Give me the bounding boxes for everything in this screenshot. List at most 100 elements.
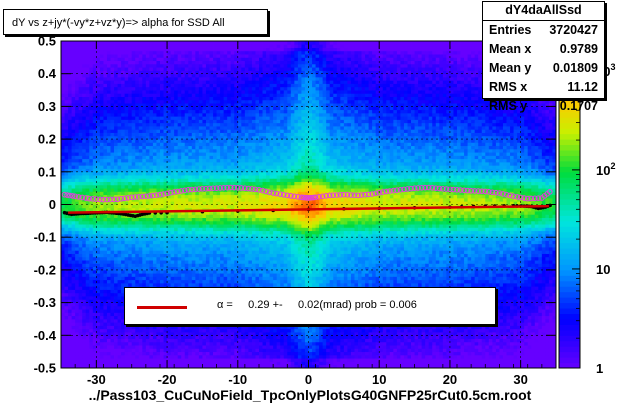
heatmap-cell xyxy=(170,178,175,183)
heatmap-cell xyxy=(78,364,83,369)
heatmap-cell xyxy=(174,83,179,88)
heatmap-cell xyxy=(64,161,69,166)
heatmap-cell xyxy=(156,341,161,346)
heatmap-cell xyxy=(149,67,154,71)
heatmap-cell xyxy=(188,197,193,202)
heatmap-cell xyxy=(124,96,129,101)
heatmap-cell xyxy=(230,139,235,143)
heatmap-cell xyxy=(188,54,193,58)
heatmap-cell xyxy=(117,364,122,369)
heatmap-cell xyxy=(220,93,225,97)
heatmap-cell xyxy=(188,181,193,186)
heatmap-cell xyxy=(131,86,136,91)
heatmap-cell xyxy=(216,214,221,218)
heatmap-cell xyxy=(181,325,186,330)
heatmap-cell xyxy=(96,44,101,48)
heatmap-cell xyxy=(89,188,94,192)
heatmap-cell xyxy=(99,305,104,310)
heatmap-cell xyxy=(142,155,147,160)
heatmap-cell xyxy=(106,220,111,225)
heatmap-cell xyxy=(227,148,232,153)
heatmap-cell xyxy=(216,86,221,91)
heatmap-cell xyxy=(135,171,140,176)
heatmap-cell xyxy=(82,276,87,281)
heatmap-cell xyxy=(163,139,168,143)
heatmap-cell xyxy=(152,44,157,48)
heatmap-cell xyxy=(78,299,83,303)
heatmap-cell xyxy=(68,348,73,353)
heatmap-cell xyxy=(121,322,126,326)
heatmap-cell xyxy=(128,282,133,287)
heatmap-cell xyxy=(85,230,90,235)
heatmap-cell xyxy=(202,348,207,353)
heatmap-cell xyxy=(195,50,200,55)
heatmap-cell xyxy=(198,73,203,78)
heatmap-cell xyxy=(96,96,101,101)
heatmap-cell xyxy=(114,276,118,281)
heatmap-cell xyxy=(170,175,175,179)
heatmap-cell xyxy=(103,220,108,225)
heatmap-cell xyxy=(163,354,168,359)
heatmap-cell xyxy=(89,50,94,55)
heatmap-cell xyxy=(124,361,129,366)
heatmap-cell xyxy=(177,273,182,277)
heatmap-cell xyxy=(209,44,214,48)
heatmap-cell xyxy=(188,348,193,353)
heatmap-cell xyxy=(114,227,118,232)
heatmap-cell xyxy=(163,332,168,336)
heatmap-cell xyxy=(234,273,239,277)
heatmap-cell xyxy=(202,332,207,336)
heatmap-cell xyxy=(99,237,104,241)
heatmap-cell xyxy=(149,57,154,62)
heatmap-cell xyxy=(167,217,172,222)
heatmap-cell xyxy=(167,161,172,166)
heatmap-cell xyxy=(213,175,217,179)
heatmap-cell xyxy=(177,351,182,356)
heatmap-cell xyxy=(174,93,179,97)
heatmap-cell xyxy=(124,178,129,183)
heatmap-cell xyxy=(198,364,203,369)
heatmap-cell xyxy=(234,224,239,228)
heatmap-cell xyxy=(106,63,111,68)
heatmap-cell xyxy=(174,161,179,166)
heatmap-cell xyxy=(167,335,172,339)
heatmap-cell xyxy=(124,269,129,274)
heatmap-cell xyxy=(188,253,193,258)
heatmap-cell xyxy=(156,233,161,238)
heatmap-cell xyxy=(205,364,210,369)
heatmap-cell xyxy=(61,60,65,65)
heatmap-cell xyxy=(103,80,108,84)
heatmap-cell xyxy=(128,126,133,130)
heatmap-cell xyxy=(145,269,150,274)
heatmap-cell xyxy=(230,332,235,336)
heatmap-cell xyxy=(64,260,69,264)
heatmap-cell xyxy=(135,227,140,232)
heatmap-cell xyxy=(96,86,101,91)
heatmap-cell xyxy=(103,318,108,323)
heatmap-cell xyxy=(96,129,101,133)
heatmap-cell xyxy=(128,341,133,346)
heatmap-cell xyxy=(160,80,164,84)
heatmap-cell xyxy=(188,86,193,91)
heatmap-cell xyxy=(128,148,133,153)
heatmap-cell xyxy=(223,119,228,124)
heatmap-cell xyxy=(181,273,186,277)
heatmap-cell xyxy=(68,364,73,369)
heatmap-cell xyxy=(78,279,83,284)
heatmap-cell xyxy=(128,83,133,88)
heatmap-cell xyxy=(68,273,73,277)
heatmap-cell xyxy=(220,266,225,271)
heatmap-cell xyxy=(152,351,157,356)
heatmap-cell xyxy=(135,168,140,173)
heatmap-cell xyxy=(220,41,225,45)
heatmap-cell xyxy=(89,106,94,111)
heatmap-cell xyxy=(117,296,122,300)
heatmap-cell xyxy=(209,112,214,117)
heatmap-cell xyxy=(71,109,76,114)
heatmap-cell xyxy=(198,116,203,120)
heatmap-cell xyxy=(234,240,239,245)
heatmap-cell xyxy=(92,50,97,55)
heatmap-cell xyxy=(114,361,118,366)
heatmap-cell xyxy=(68,41,73,45)
heatmap-cell xyxy=(61,152,65,156)
